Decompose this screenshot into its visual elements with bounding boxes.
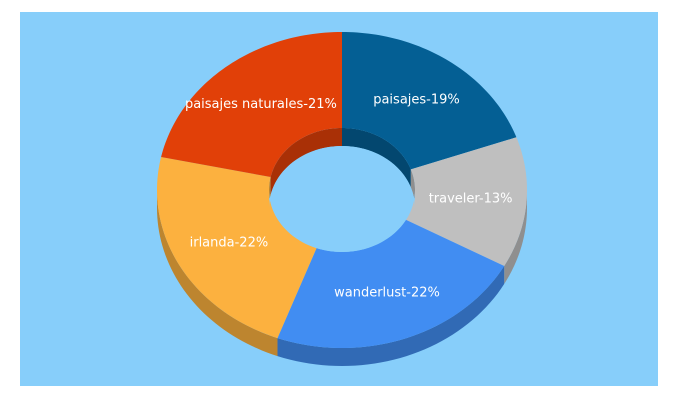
- chart-labels: paisajes-19% traveler-13% wanderlust-22% ir…: [185, 93, 513, 301]
- chart-tops: [157, 32, 527, 348]
- slice-paisajes-naturales: [161, 32, 342, 178]
- slice-label-traveler: traveler-13%: [429, 191, 513, 206]
- slice-paisajes: [342, 32, 517, 170]
- slice-label-irlanda: irlanda-22%: [190, 235, 269, 250]
- slice-label-paisajes-naturales: paisajes naturales-21%: [185, 97, 337, 112]
- donut-hole-floor: [269, 146, 415, 252]
- slice-side-3: [157, 190, 278, 357]
- slice-irlanda: [157, 156, 317, 339]
- slice-side-2: [277, 266, 505, 366]
- slice-wanderlust: [277, 219, 505, 348]
- slice-inner-wall-1: [410, 169, 415, 208]
- slice-traveler: [405, 137, 527, 267]
- slice-inner-wall-4: [270, 128, 342, 196]
- slice-label-paisajes: paisajes-19%: [373, 93, 460, 108]
- slice-label-wanderlust: wanderlust-22%: [334, 286, 440, 301]
- slice-side-1: [504, 190, 527, 285]
- slice-inner-wall-0: [342, 128, 411, 188]
- chart-sides: [157, 190, 527, 366]
